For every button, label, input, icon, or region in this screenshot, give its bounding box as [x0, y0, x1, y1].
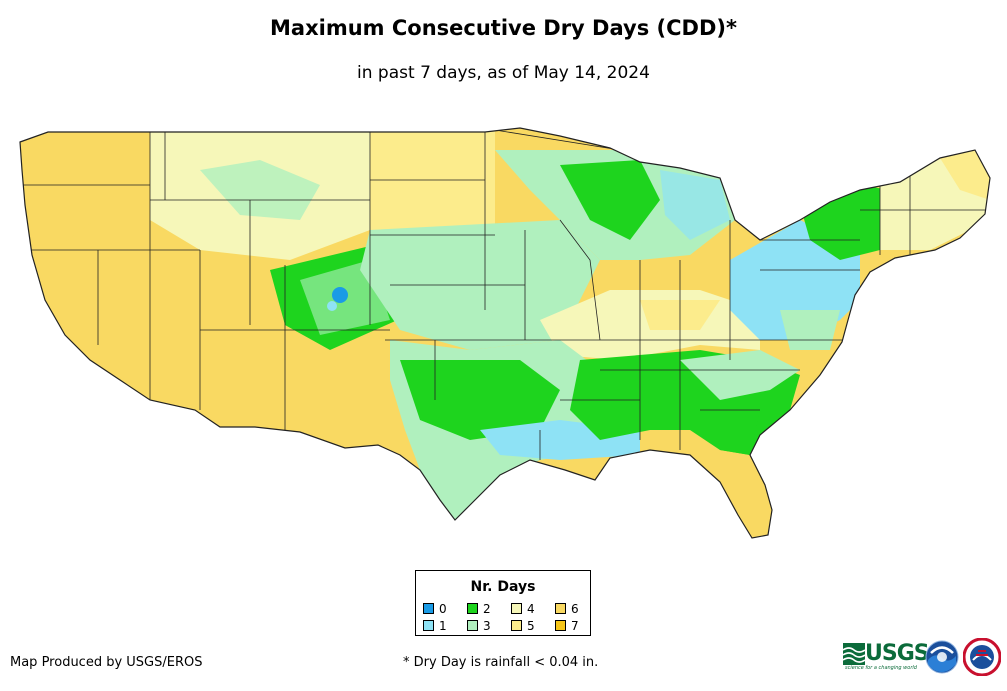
legend-swatch [467, 603, 478, 614]
legend-label: 7 [571, 619, 579, 633]
credit-text: Map Produced by USGS/EROS [10, 655, 203, 670]
legend-title: Nr. Days [470, 579, 536, 595]
nws-logo-icon [963, 638, 1001, 676]
legend-label: 4 [527, 602, 535, 616]
noaa-logo-icon [925, 640, 959, 674]
legend-swatch [467, 620, 478, 631]
usgs-wordmark: USGS [865, 641, 930, 666]
precip-regions [20, 130, 990, 538]
state-borders [20, 129, 990, 460]
legend-label: 0 [439, 602, 447, 616]
usgs-wave-icon [843, 643, 865, 665]
legend-label: 6 [571, 602, 579, 616]
map-legend: Nr. Days 0 1 2 3 4 5 6 7 [415, 570, 591, 636]
legend-swatch [423, 603, 434, 614]
us-dry-days-map [19, 127, 991, 539]
legend-label: 5 [527, 619, 535, 633]
legend-label: 2 [483, 602, 491, 616]
footnote-text: * Dry Day is rainfall < 0.04 in. [403, 655, 599, 670]
legend-swatch [511, 620, 522, 631]
legend-swatch [423, 620, 434, 631]
legend-swatch [555, 620, 566, 631]
usgs-logo: USGS science for a changing world [843, 641, 930, 671]
map-title: Maximum Consecutive Dry Days (CDD)* [270, 16, 737, 40]
legend-label: 1 [439, 619, 447, 633]
usgs-tagline: science for a changing world [845, 665, 917, 671]
map-subtitle: in past 7 days, as of May 14, 2024 [357, 63, 650, 83]
legend-label: 3 [483, 619, 491, 633]
legend-swatch [555, 603, 566, 614]
legend-swatch [511, 603, 522, 614]
